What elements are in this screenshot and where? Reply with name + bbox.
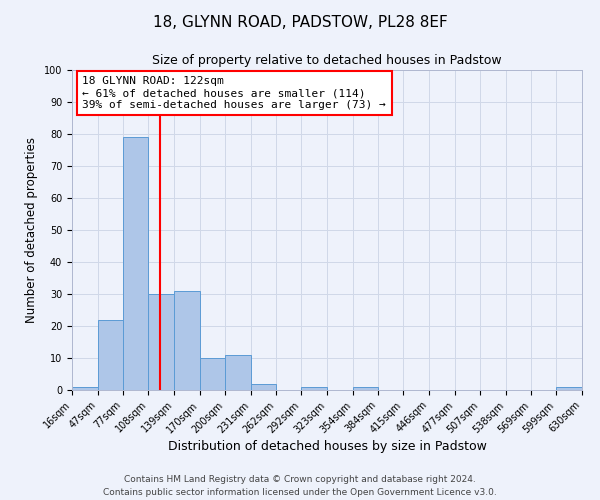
Text: Contains HM Land Registry data © Crown copyright and database right 2024.: Contains HM Land Registry data © Crown c… [124,476,476,484]
Bar [353,387,377,390]
Bar [556,387,582,390]
Bar [251,384,277,390]
Bar [174,291,200,390]
Bar [72,387,98,390]
Text: 18, GLYNN ROAD, PADSTOW, PL28 8EF: 18, GLYNN ROAD, PADSTOW, PL28 8EF [152,15,448,30]
Bar [225,355,251,390]
X-axis label: Distribution of detached houses by size in Padstow: Distribution of detached houses by size … [167,440,487,453]
Bar [200,358,225,390]
Bar [122,137,148,390]
Bar [148,294,174,390]
Text: Contains public sector information licensed under the Open Government Licence v3: Contains public sector information licen… [103,488,497,497]
Bar [98,320,122,390]
Text: 18 GLYNN ROAD: 122sqm
← 61% of detached houses are smaller (114)
39% of semi-det: 18 GLYNN ROAD: 122sqm ← 61% of detached … [82,76,386,110]
Y-axis label: Number of detached properties: Number of detached properties [25,137,38,323]
Bar [301,387,327,390]
Title: Size of property relative to detached houses in Padstow: Size of property relative to detached ho… [152,54,502,68]
